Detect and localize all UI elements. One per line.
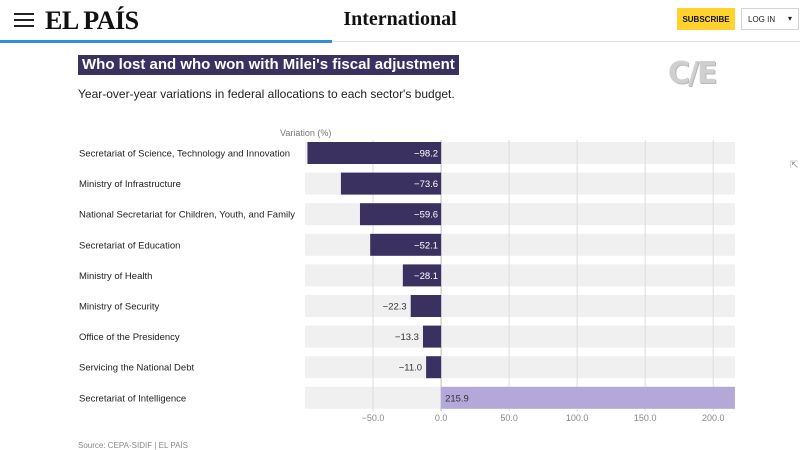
channel-watermark-logo: C/E: [668, 56, 717, 91]
value-label: −13.3: [395, 332, 419, 343]
chart-title: Who lost and who won with Milei's fiscal…: [78, 55, 459, 75]
source-note: Source: CEPA-SIDIF | EL PAÍS: [78, 441, 188, 450]
value-label: −52.1: [414, 240, 438, 251]
value-label: −28.1: [414, 271, 438, 282]
header-divider: [0, 41, 800, 42]
x-axis-title: Variation (%): [280, 128, 332, 138]
category-label: Secretariat of Intelligence: [79, 393, 186, 404]
x-tick-label: 150.0: [634, 413, 657, 423]
site-header: EL PAÍS International SUBSCRIBE LOG IN ▾: [0, 0, 800, 43]
category-label: Office of the Presidency: [79, 332, 180, 343]
row-track: [305, 264, 735, 287]
x-tick-label: 0.0: [435, 413, 448, 423]
value-label: −98.2: [414, 149, 438, 160]
bar: [370, 233, 442, 256]
site-logo[interactable]: EL PAÍS: [45, 6, 139, 35]
row-track: [305, 356, 735, 379]
category-label: Secretariat of Education: [79, 240, 180, 251]
category-label: Ministry of Security: [79, 302, 159, 313]
category-label: Secretariat of Science, Technology and I…: [79, 149, 290, 160]
login-button[interactable]: LOG IN ▾: [741, 8, 799, 30]
value-label: −22.3: [383, 302, 407, 313]
row-track: [305, 295, 735, 317]
value-label: −11.0: [399, 363, 422, 374]
mouse-cursor-icon: ⇱: [790, 160, 799, 171]
bar: [426, 356, 442, 379]
value-label: −59.6: [414, 210, 438, 221]
hamburger-icon[interactable]: [14, 13, 34, 27]
bar: [307, 142, 442, 164]
category-label: Ministry of Infrastructure: [79, 179, 181, 190]
x-tick-label: 200.0: [702, 413, 725, 423]
value-label: 215.9: [445, 393, 469, 404]
x-tick-label: −50.0: [362, 413, 385, 423]
x-tick-label: 100.0: [566, 413, 589, 423]
value-label: −73.6: [414, 179, 438, 190]
subscribe-button[interactable]: SUBSCRIBE: [677, 8, 735, 30]
bar: [359, 203, 442, 226]
chart-subtitle: Year-over-year variations in federal all…: [78, 87, 455, 101]
bar: [340, 172, 442, 195]
reading-progress-bar: [0, 40, 332, 43]
bar: [410, 295, 442, 317]
category-label: Servicing the National Debt: [79, 363, 194, 374]
row-track: [305, 325, 735, 348]
row-track: [305, 233, 735, 256]
x-tick-label: 50.0: [500, 413, 518, 423]
category-label: National Secretariat for Children, Youth…: [79, 210, 295, 221]
login-label: LOG IN: [748, 14, 776, 24]
bar: [402, 264, 442, 287]
bar: [441, 386, 735, 409]
category-label: Ministry of Health: [79, 271, 152, 282]
bar: [422, 325, 442, 348]
chevron-down-icon: ▾: [787, 14, 792, 23]
